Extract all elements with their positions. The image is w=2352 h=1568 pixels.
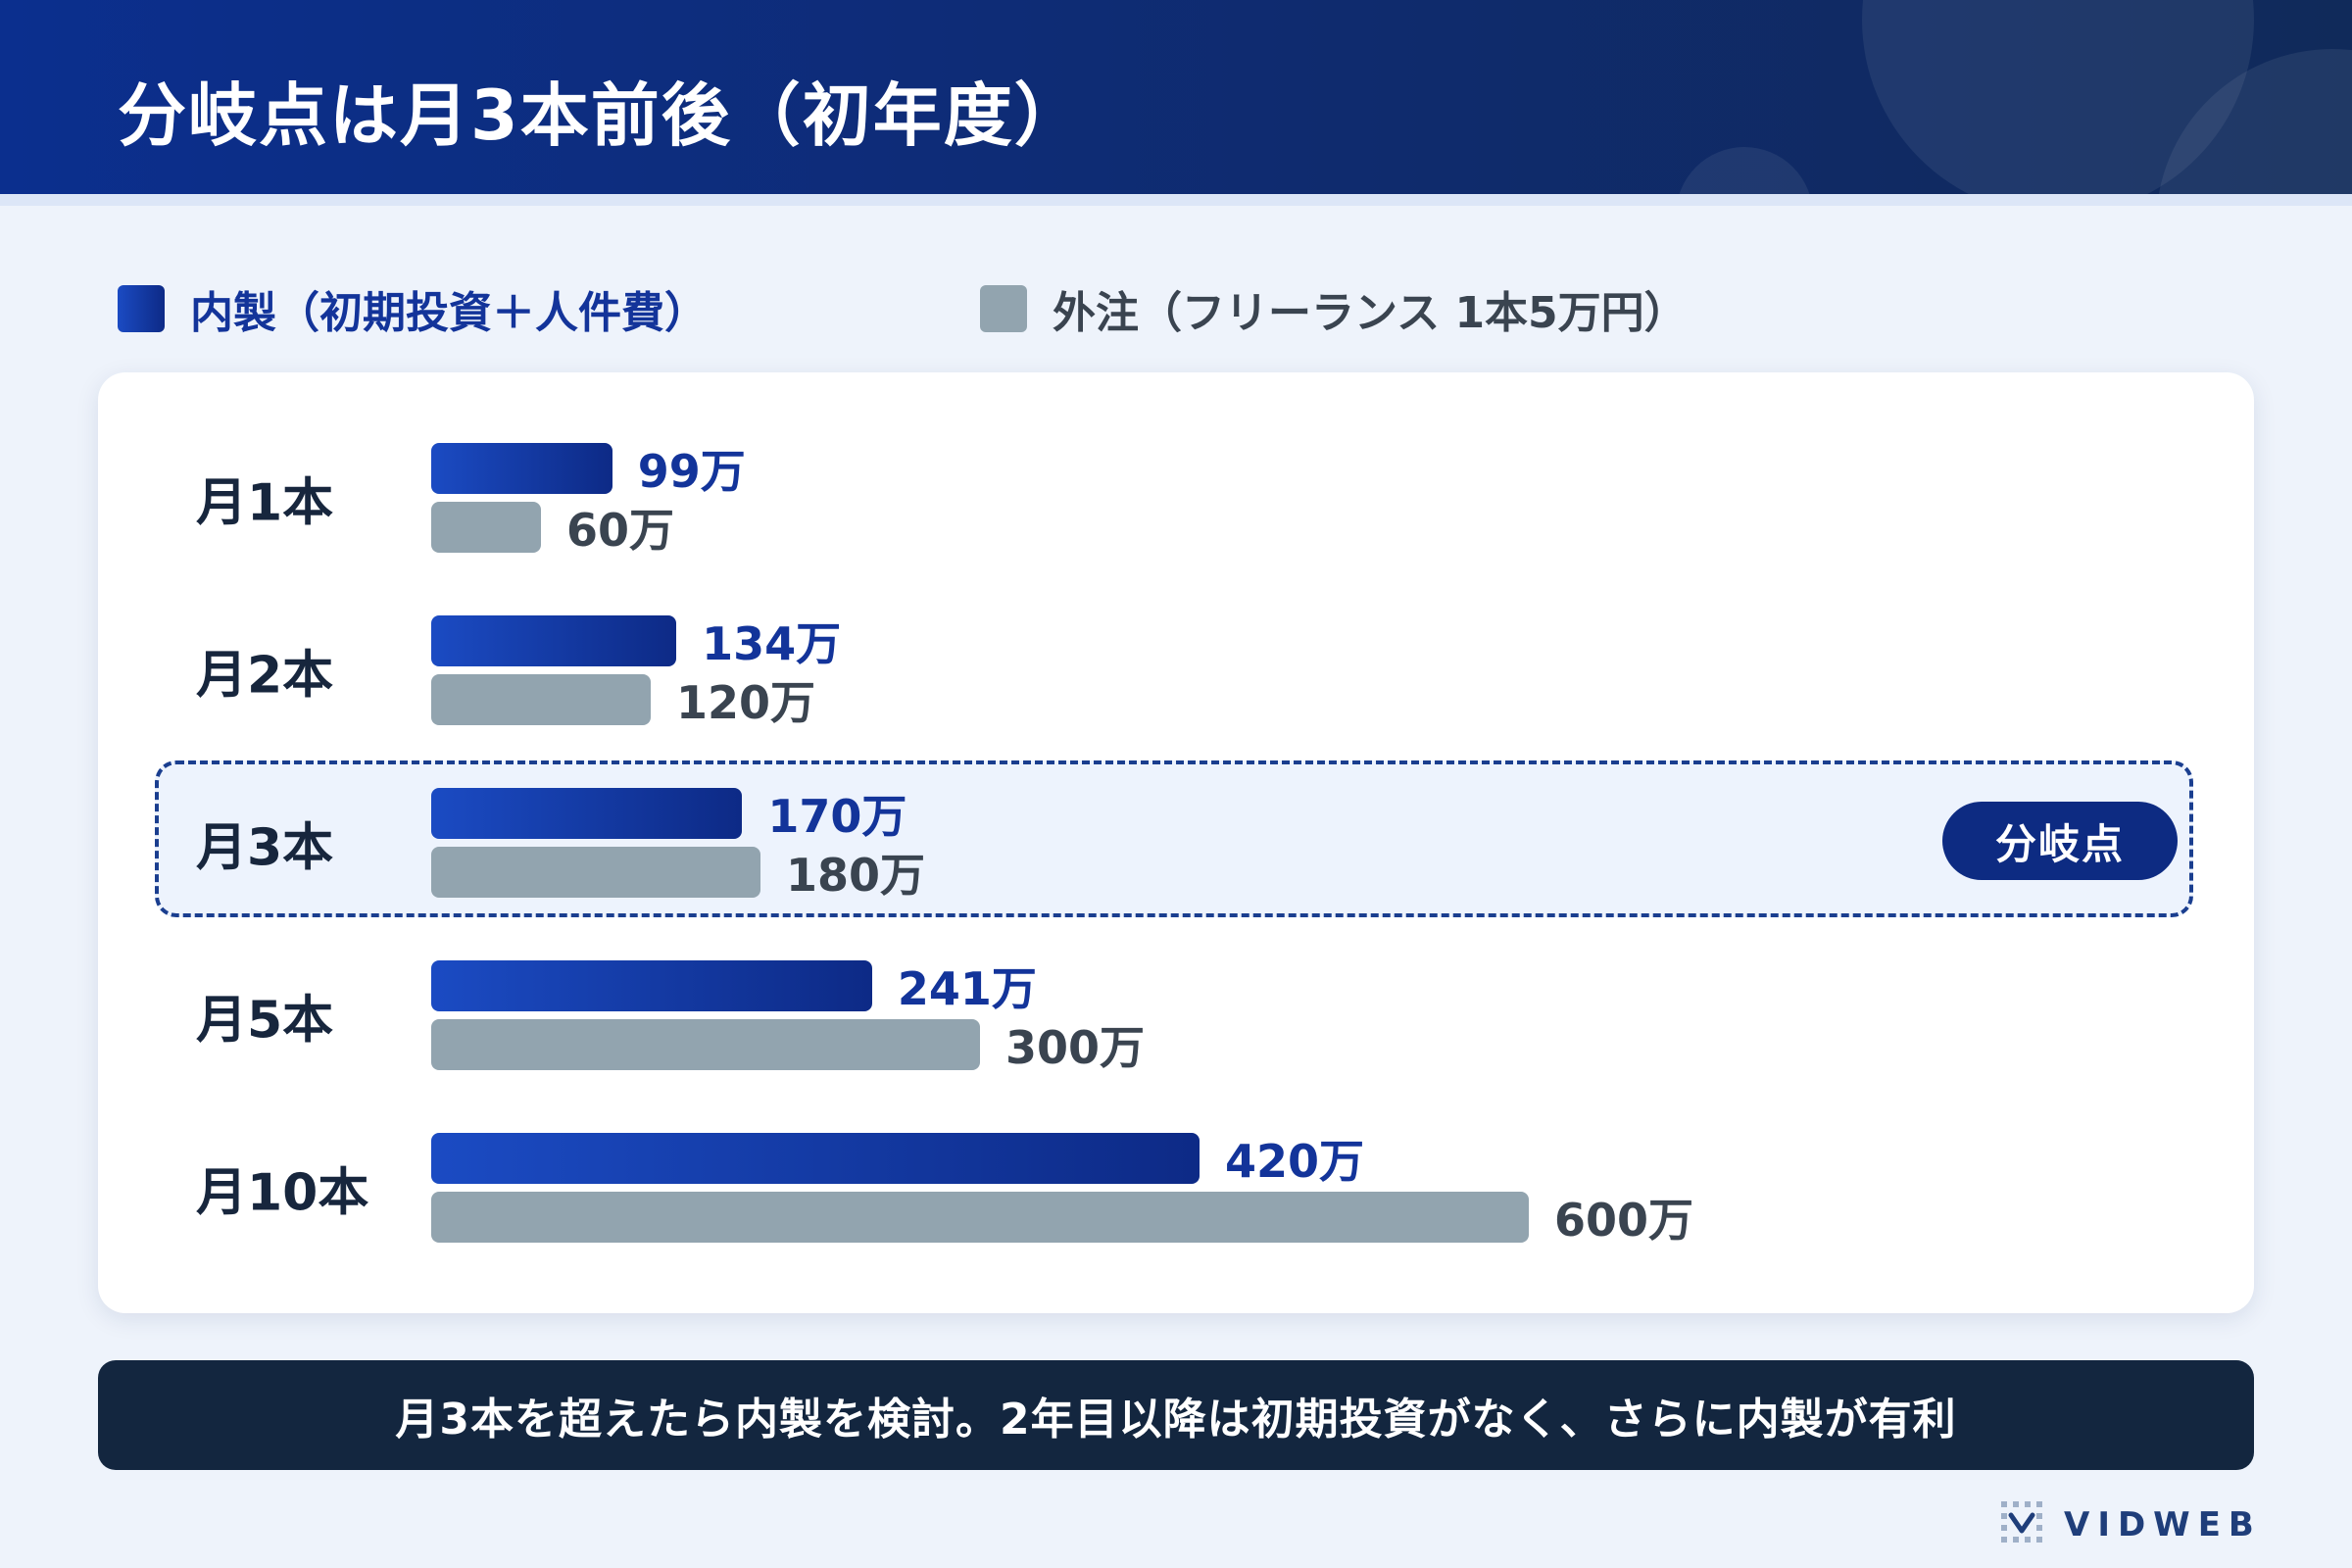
- chart-panel: 分岐点 月1本 99万 60万月2本 134万 120万月3本 170万 180万月5本 24…: [98, 372, 2254, 1313]
- legend-swatch-outsource: [980, 285, 1027, 332]
- legend-swatch-inhouse: [118, 285, 165, 332]
- value-label-outsource: 600万: [1554, 1194, 1694, 1247]
- legend-item-inhouse: 内製（初期投資＋人件費）: [118, 274, 708, 343]
- value-label-inhouse: 241万: [897, 962, 1037, 1015]
- bar-outsource: [431, 1192, 1529, 1243]
- bar-outsource: [431, 674, 651, 725]
- category-label: 月10本: [196, 1163, 369, 1223]
- category-label: 月5本: [196, 991, 334, 1051]
- value-label-outsource: 180万: [786, 849, 926, 902]
- header-strip: [0, 194, 2352, 206]
- page-title: 分岐点は月3本前後（初年度）: [118, 75, 1085, 156]
- breakeven-badge: 分岐点: [1942, 802, 2178, 880]
- bar-inhouse: [431, 788, 743, 839]
- bar-outsource: [431, 847, 760, 898]
- bar-inhouse: [431, 615, 677, 666]
- bar-inhouse: [431, 1133, 1200, 1184]
- value-label-inhouse: 420万: [1225, 1135, 1365, 1188]
- footer-text: 月3本を超えたら内製を検討。2年目以降は初期投資がなく、さらに内製が有利: [395, 1395, 1957, 1445]
- bar-inhouse: [431, 960, 872, 1011]
- vidweb-logo-icon: [2001, 1501, 2042, 1543]
- legend-label-inhouse: 内製（初期投資＋人件費）: [190, 288, 708, 338]
- bar-outsource: [431, 1019, 980, 1070]
- legend-item-outsource: 外注（フリーランス 1本5万円）: [980, 274, 1688, 343]
- bar-inhouse: [431, 443, 612, 494]
- legend: 内製（初期投資＋人件費） 外注（フリーランス 1本5万円）: [0, 274, 2352, 343]
- value-label-inhouse: 99万: [637, 445, 746, 498]
- brand-logo: VIDWEB: [1999, 1495, 2262, 1554]
- footer-banner: 月3本を超えたら内製を検討。2年目以降は初期投資がなく、さらに内製が有利: [98, 1360, 2254, 1470]
- value-label-inhouse: 170万: [767, 790, 907, 843]
- value-label-inhouse: 134万: [702, 617, 842, 670]
- brand-name: VIDWEB: [2064, 1505, 2262, 1544]
- category-label: 月1本: [196, 473, 334, 533]
- value-label-outsource: 300万: [1005, 1021, 1146, 1074]
- category-label: 月2本: [196, 646, 334, 706]
- bar-outsource: [431, 502, 541, 553]
- legend-label-outsource: 外注（フリーランス 1本5万円）: [1053, 288, 1688, 338]
- category-label: 月3本: [196, 818, 334, 878]
- value-label-outsource: 60万: [566, 504, 675, 557]
- value-label-outsource: 120万: [676, 676, 816, 729]
- header: 分岐点は月3本前後（初年度）: [0, 0, 2352, 206]
